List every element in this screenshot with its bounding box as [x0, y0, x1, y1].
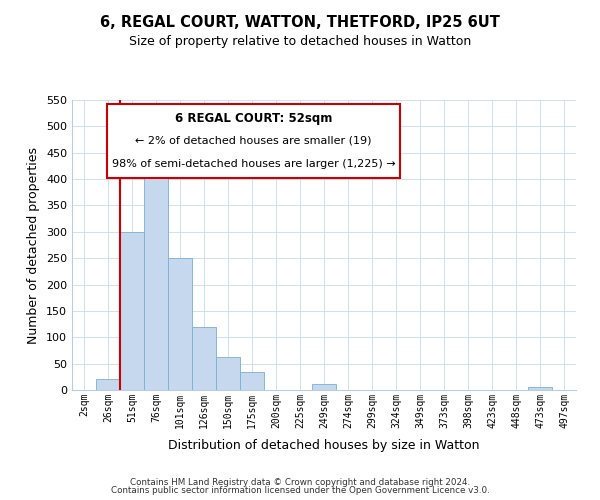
Bar [120, 232, 144, 390]
Bar [216, 357, 240, 390]
Bar [240, 372, 264, 390]
Bar [96, 380, 120, 390]
Text: Contains public sector information licensed under the Open Government Licence v3: Contains public sector information licen… [110, 486, 490, 495]
Y-axis label: Number of detached properties: Number of detached properties [28, 146, 40, 344]
Bar [168, 258, 192, 390]
Text: 6 REGAL COURT: 52sqm: 6 REGAL COURT: 52sqm [175, 112, 332, 124]
Text: ← 2% of detached houses are smaller (19): ← 2% of detached houses are smaller (19) [135, 136, 371, 145]
Text: Contains HM Land Registry data © Crown copyright and database right 2024.: Contains HM Land Registry data © Crown c… [130, 478, 470, 487]
Bar [192, 326, 216, 390]
Bar [312, 384, 336, 390]
FancyBboxPatch shape [107, 104, 400, 178]
Text: 6, REGAL COURT, WATTON, THETFORD, IP25 6UT: 6, REGAL COURT, WATTON, THETFORD, IP25 6… [100, 15, 500, 30]
X-axis label: Distribution of detached houses by size in Watton: Distribution of detached houses by size … [168, 439, 480, 452]
Text: Size of property relative to detached houses in Watton: Size of property relative to detached ho… [129, 35, 471, 48]
Text: 98% of semi-detached houses are larger (1,225) →: 98% of semi-detached houses are larger (… [112, 159, 395, 169]
Bar [528, 388, 552, 390]
Bar [144, 160, 168, 390]
